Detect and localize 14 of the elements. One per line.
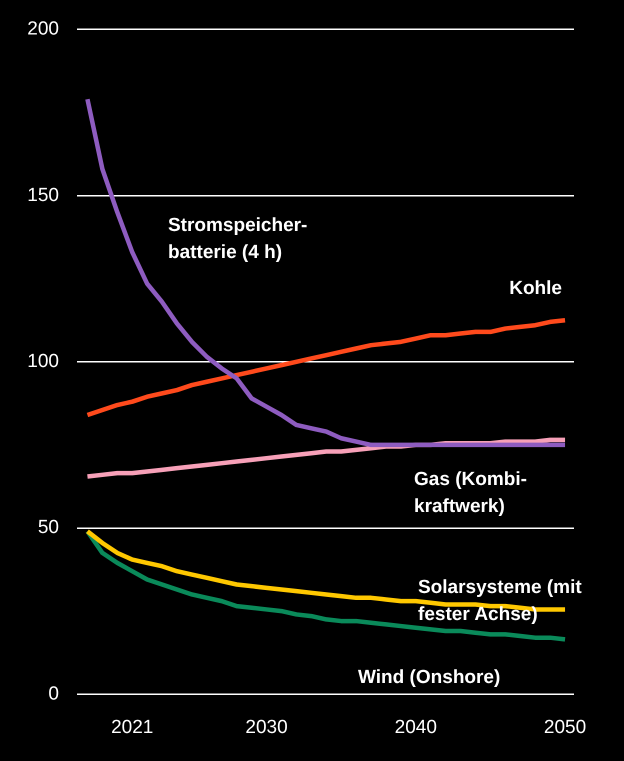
series-label: Solarsysteme (mit fester Achse) xyxy=(418,577,582,626)
x-tick-label: 2021 xyxy=(111,716,154,738)
x-tick-label: 2030 xyxy=(245,716,288,738)
y-tick-label: 150 xyxy=(27,184,59,206)
series-label: Kohle xyxy=(509,278,562,300)
series-label: Stromspeicher-batterie (4 h) xyxy=(168,215,308,264)
y-tick-label: 50 xyxy=(38,517,59,538)
y-tick-label: 200 xyxy=(27,18,59,40)
series-label: Gas (Kombi-kraftwerk) xyxy=(414,469,527,518)
series-label: Wind (Onshore) xyxy=(358,667,500,688)
y-tick-label: 100 xyxy=(27,351,59,372)
x-tick-label: 2040 xyxy=(394,716,437,738)
y-tick-label: 0 xyxy=(48,683,59,704)
x-tick-label: 2050 xyxy=(544,716,586,738)
